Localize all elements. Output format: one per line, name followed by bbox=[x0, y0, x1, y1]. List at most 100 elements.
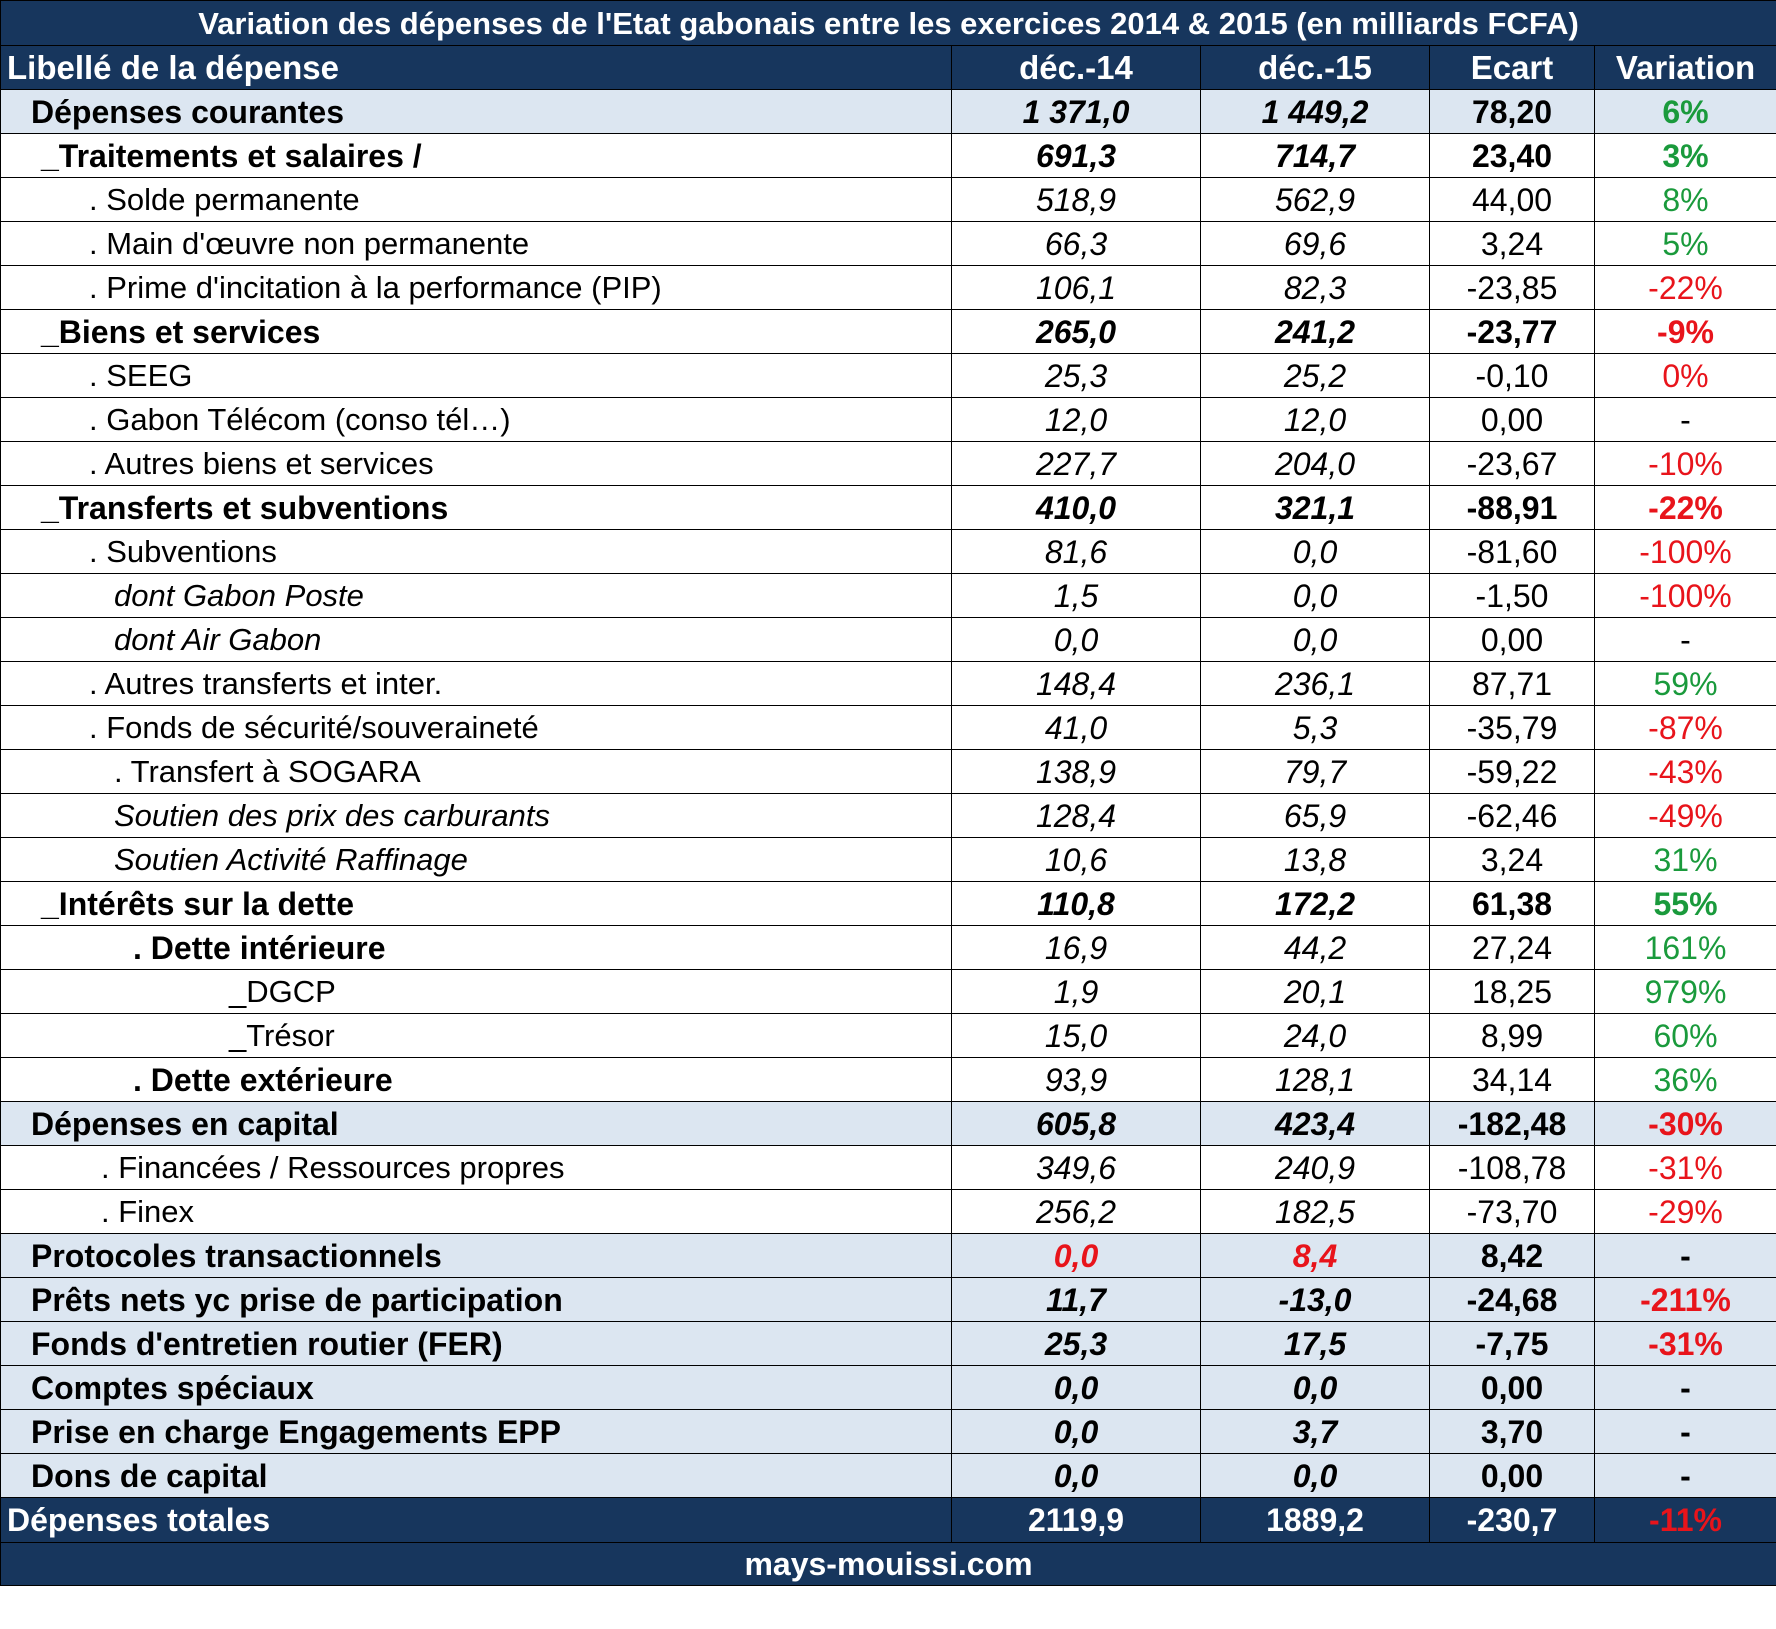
value-dec14: 605,8 bbox=[951, 1101, 1201, 1146]
value-ecart: 87,71 bbox=[1429, 661, 1595, 706]
value-ecart: -7,75 bbox=[1429, 1321, 1595, 1366]
value-dec15: 714,7 bbox=[1200, 133, 1430, 178]
value-ecart: 78,20 bbox=[1429, 89, 1595, 134]
value-variation: - bbox=[1593, 1365, 1776, 1410]
value-dec14: 81,6 bbox=[951, 529, 1201, 574]
title-row: Variation des dépenses de l'Etat gabonai… bbox=[0, 0, 1776, 46]
header-ecart: Ecart bbox=[1429, 45, 1595, 90]
value-variation: 8% bbox=[1593, 177, 1776, 222]
value-variation: -49% bbox=[1593, 793, 1776, 838]
value-variation: 31% bbox=[1593, 837, 1776, 882]
value-ecart: -59,22 bbox=[1429, 749, 1595, 794]
value-variation: -22% bbox=[1593, 265, 1776, 310]
value-ecart: 44,00 bbox=[1429, 177, 1595, 222]
total-ecart: -230,7 bbox=[1429, 1497, 1595, 1543]
value-dec14: 11,7 bbox=[951, 1277, 1201, 1322]
table-row: _Trésor 15,0 24,0 8,99 60% bbox=[0, 1013, 1776, 1058]
row-label: . Financées / Ressources propres bbox=[0, 1145, 952, 1190]
value-dec15: -13,0 bbox=[1200, 1277, 1430, 1322]
value-ecart: 3,24 bbox=[1429, 221, 1595, 266]
value-variation: -100% bbox=[1593, 573, 1776, 618]
row-label: dont Air Gabon bbox=[0, 617, 952, 662]
row-label: . Main d'œuvre non permanente bbox=[0, 221, 952, 266]
value-variation: -100% bbox=[1593, 529, 1776, 574]
value-ecart: 18,25 bbox=[1429, 969, 1595, 1014]
value-ecart: -62,46 bbox=[1429, 793, 1595, 838]
value-ecart: 34,14 bbox=[1429, 1057, 1595, 1102]
value-dec15: 0,0 bbox=[1200, 573, 1430, 618]
table-row: Soutien des prix des carburants 128,4 65,9… bbox=[0, 793, 1776, 838]
value-dec14: 0,0 bbox=[951, 1409, 1201, 1454]
value-variation: -87% bbox=[1593, 705, 1776, 750]
value-variation: - bbox=[1593, 1233, 1776, 1278]
table-row: dont Air Gabon 0,0 0,0 0,00- bbox=[0, 617, 1776, 662]
value-dec15: 1 449,2 bbox=[1200, 89, 1430, 134]
value-variation: 36% bbox=[1593, 1057, 1776, 1102]
table-row: . Fonds de sécurité/souveraineté 41,0 5,3-… bbox=[0, 705, 1776, 750]
row-label: . Transfert à SOGARA bbox=[0, 749, 952, 794]
value-ecart: -81,60 bbox=[1429, 529, 1595, 574]
table-row: _Intérêts sur la dette 110,8 172,2 61,38 55% bbox=[0, 881, 1776, 926]
value-dec14: 691,3 bbox=[951, 133, 1201, 178]
value-dec15: 0,0 bbox=[1200, 617, 1430, 662]
value-ecart: 3,70 bbox=[1429, 1409, 1595, 1454]
value-variation: 3% bbox=[1593, 133, 1776, 178]
table-row: . Transfert à SOGARA 138,9 79,7 -59,22 -43% bbox=[0, 749, 1776, 794]
value-dec15: 25,2 bbox=[1200, 353, 1430, 398]
value-variation: -31% bbox=[1593, 1145, 1776, 1190]
table-row: Dépenses courantes 1 371,0 1 449,2 78,20 6% bbox=[0, 89, 1776, 134]
total-dec14: 2119,9 bbox=[951, 1497, 1201, 1543]
row-label: Soutien des prix des carburants bbox=[0, 793, 952, 838]
value-dec14: 0,0 bbox=[951, 1233, 1201, 1278]
total-label: Dépenses totales bbox=[0, 1497, 952, 1543]
value-ecart: -24,68 bbox=[1429, 1277, 1595, 1322]
value-dec14: 15,0 bbox=[951, 1013, 1201, 1058]
value-ecart: 0,00 bbox=[1429, 1453, 1595, 1498]
value-ecart: -23,67 bbox=[1429, 441, 1595, 486]
header-variation: Variation bbox=[1593, 45, 1776, 90]
row-label: Dépenses courantes bbox=[0, 89, 952, 134]
value-dec14: 128,4 bbox=[951, 793, 1201, 838]
value-dec14: 349,6 bbox=[951, 1145, 1201, 1190]
table-row: . Dette intérieure 16,9 44,2 27,24 161% bbox=[0, 925, 1776, 970]
value-ecart: -88,91 bbox=[1429, 485, 1595, 530]
value-dec14: 25,3 bbox=[951, 353, 1201, 398]
row-label: . Prime d'incitation à la performance (P… bbox=[0, 265, 952, 310]
value-variation: -10% bbox=[1593, 441, 1776, 486]
table-row: Soutien Activité Raffinage 10,6 13,8 3,24 31… bbox=[0, 837, 1776, 882]
value-dec15: 204,0 bbox=[1200, 441, 1430, 486]
value-dec15: 20,1 bbox=[1200, 969, 1430, 1014]
value-variation: - bbox=[1593, 1453, 1776, 1498]
header-dec14: déc.-14 bbox=[951, 45, 1201, 90]
row-label: . Autres transferts et inter. bbox=[0, 661, 952, 706]
value-variation: - bbox=[1593, 617, 1776, 662]
value-dec14: 1 371,0 bbox=[951, 89, 1201, 134]
table-row: _Traitements et salaires /691,3 714,7 23,4… bbox=[0, 133, 1776, 178]
row-label: . Finex bbox=[0, 1189, 952, 1234]
row-label: _Trésor bbox=[0, 1013, 952, 1058]
value-dec14: 138,9 bbox=[951, 749, 1201, 794]
value-dec15: 241,2 bbox=[1200, 309, 1430, 354]
row-label: . Autres biens et services bbox=[0, 441, 952, 486]
footer-row: mays-mouissi.com bbox=[0, 1542, 1776, 1586]
value-dec14: 25,3 bbox=[951, 1321, 1201, 1366]
value-variation: 5% bbox=[1593, 221, 1776, 266]
value-dec15: 423,4 bbox=[1200, 1101, 1430, 1146]
value-ecart: 3,24 bbox=[1429, 837, 1595, 882]
value-dec15: 128,1 bbox=[1200, 1057, 1430, 1102]
value-dec14: 265,0 bbox=[951, 309, 1201, 354]
table-row: Comptes spéciaux 0,0 0,0 0,00- bbox=[0, 1365, 1776, 1410]
value-dec14: 148,4 bbox=[951, 661, 1201, 706]
header-dec15: déc.-15 bbox=[1200, 45, 1430, 90]
value-dec15: 321,1 bbox=[1200, 485, 1430, 530]
table-row: . Prime d'incitation à la performance (P… bbox=[0, 265, 1776, 310]
value-variation: 979% bbox=[1593, 969, 1776, 1014]
value-dec14: 0,0 bbox=[951, 617, 1201, 662]
table-row: _Biens et services 265,0 241,2 -23,77 -9% bbox=[0, 309, 1776, 354]
value-dec14: 10,6 bbox=[951, 837, 1201, 882]
row-label: Prise en charge Engagements EPP bbox=[0, 1409, 952, 1454]
header-row: Libellé de la dépense déc.-14 déc.-15 Ec… bbox=[0, 45, 1776, 90]
value-ecart: 0,00 bbox=[1429, 617, 1595, 662]
value-variation: -9% bbox=[1593, 309, 1776, 354]
table-row: . Autres biens et services 227,7 204,0 -23,… bbox=[0, 441, 1776, 486]
